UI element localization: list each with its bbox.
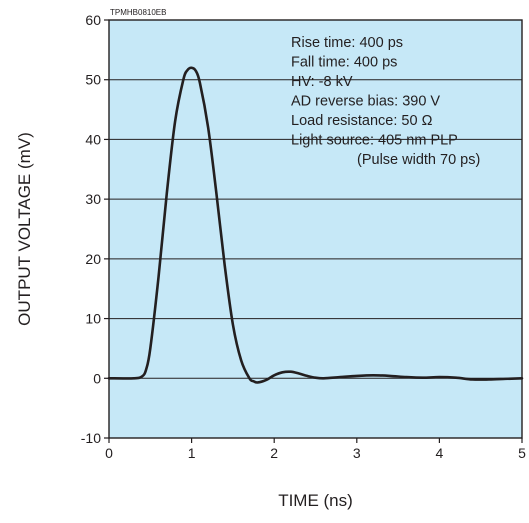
annotation-line-4: Load resistance: 50 Ω xyxy=(291,113,433,129)
grid-lines xyxy=(109,79,522,379)
x-tick-label-0: 0 xyxy=(105,445,113,461)
x-tick-label-3: 3 xyxy=(353,445,361,461)
x-axis-title: TIME (ns) xyxy=(278,491,353,510)
y-tick-label-2: 10 xyxy=(85,311,101,327)
y-tick-label-1: 0 xyxy=(93,370,101,386)
x-tick-label-5: 5 xyxy=(518,445,526,461)
x-axis-ticks: 0 1 2 3 4 5 xyxy=(105,438,526,461)
measurement-conditions: Rise time: 400 ps Fall time: 400 ps HV: -8… xyxy=(291,35,480,168)
y-tick-label-0: -10 xyxy=(81,430,101,446)
x-tick-label-2: 2 xyxy=(270,445,278,461)
y-tick-label-5: 40 xyxy=(85,131,101,147)
x-tick-label-4: 4 xyxy=(436,445,444,461)
y-tick-label-3: 20 xyxy=(85,251,101,267)
annotation-line-3: AD reverse bias: 390 V xyxy=(291,94,440,110)
y-tick-label-6: 50 xyxy=(85,72,101,88)
plot-area xyxy=(109,20,522,438)
annotation-line-0: Rise time: 400 ps xyxy=(291,35,403,51)
y-axis-ticks: -10 0 10 20 30 40 50 60 xyxy=(81,12,109,446)
annotation-line-6: (Pulse width 70 ps) xyxy=(357,152,480,168)
output-voltage-line xyxy=(107,66,524,384)
y-tick-label-7: 60 xyxy=(85,12,101,28)
plot-frame xyxy=(108,19,523,439)
chart-code-label: TPMHB0810EB xyxy=(110,8,166,17)
annotation-line-2: HV: -8 kV xyxy=(291,74,353,90)
x-tick-label-1: 1 xyxy=(188,445,196,461)
annotation-line-5: Light source: 405 nm PLP xyxy=(291,133,458,149)
y-tick-label-4: 30 xyxy=(85,191,101,207)
annotation-line-1: Fall time: 400 ps xyxy=(291,55,397,71)
y-axis-title: OUTPUT VOLTAGE (mV) xyxy=(15,132,34,326)
